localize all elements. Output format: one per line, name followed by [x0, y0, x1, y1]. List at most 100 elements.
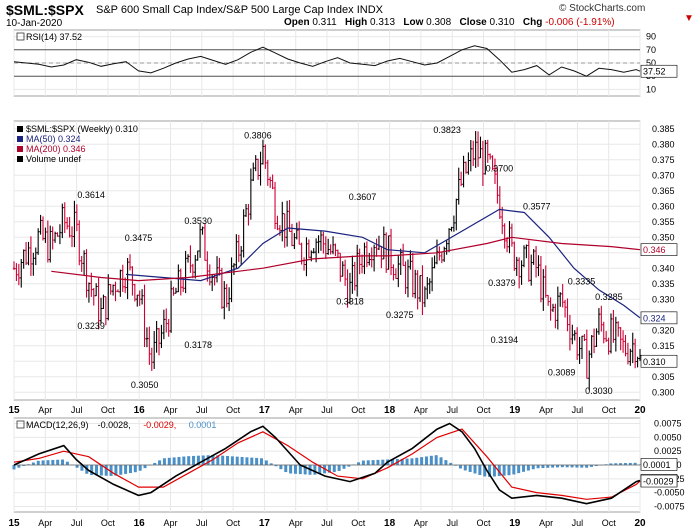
description-text: S&P 600 Small Cap Index/S&P 500 Large Ca… — [96, 4, 354, 16]
macd-histogram-bar — [196, 455, 200, 465]
macd-histogram-bar — [22, 465, 26, 466]
ma200-line — [51, 236, 641, 282]
price-tick-label: 0.300 — [652, 387, 675, 397]
macd-histogram-bar — [381, 459, 385, 465]
price-tick-label: 0.365 — [652, 186, 675, 196]
macd-x-tick-label: Apr — [289, 518, 303, 528]
price-tick-label: 0.335 — [652, 279, 675, 289]
macd-histogram-bar — [410, 458, 414, 465]
price-x-tick-label: 15 — [8, 405, 20, 416]
macd-histogram-bar — [226, 456, 230, 465]
macd-histogram-bar — [400, 458, 404, 465]
open-label: Open — [284, 17, 310, 28]
macd-histogram-bar — [245, 457, 249, 465]
macd-histogram-bar — [119, 465, 123, 475]
macd-histogram-bar — [546, 465, 550, 468]
macd-histogram-bar — [80, 465, 84, 471]
macd-histogram-bar — [522, 465, 526, 472]
macd-histogram-bar — [172, 457, 176, 465]
price-annotation: 0.3318 — [336, 297, 364, 307]
macd-histogram-bar — [332, 465, 336, 473]
macd-histogram-bar — [56, 459, 60, 465]
macd-histogram-bar — [318, 465, 322, 475]
macd-histogram-bar — [65, 461, 69, 465]
macd-x-tick-label: Oct — [602, 518, 617, 528]
price-value-tag: 0.324 — [643, 313, 666, 323]
macd-histogram-bar — [303, 465, 307, 475]
macd-histogram-bar — [366, 460, 370, 465]
price-annotation: 0.3806 — [244, 130, 272, 140]
price-tick-label: 0.375 — [652, 155, 675, 165]
price-tick-label: 0.360 — [652, 201, 675, 211]
price-legend-item: MA(200) 0.346 — [26, 144, 86, 154]
rsi-value-tag: 37.52 — [643, 67, 666, 77]
low-label: Low — [403, 17, 424, 28]
macd-histogram-bar — [594, 465, 598, 467]
macd-title-part: -0.0029, — [143, 420, 176, 430]
price-tick-label: 0.330 — [652, 294, 675, 304]
macd-x-tick-label: 17 — [259, 518, 271, 529]
price-annotation: 0.3030 — [585, 386, 613, 396]
rsi-line — [13, 45, 641, 77]
macd-histogram-bar — [361, 460, 365, 465]
low-value: 0.308 — [426, 17, 452, 28]
macd-histogram-bar — [376, 459, 380, 465]
macd-histogram-bar — [269, 463, 273, 465]
price-tick-label: 0.355 — [652, 217, 675, 227]
macd-histogram-bar — [633, 462, 637, 465]
price-annotation: 0.3577 — [523, 201, 551, 211]
price-annotation: 0.3089 — [548, 368, 576, 378]
price-x-tick-label: 16 — [134, 405, 146, 416]
price-annotation: 0.3700 — [486, 163, 514, 173]
price-x-tick-label: Oct — [351, 405, 366, 415]
price-x-tick-label: 20 — [634, 405, 646, 416]
price-x-tick-label: 17 — [259, 405, 271, 416]
rsi-tick-label: 90 — [646, 32, 656, 42]
high-value: 0.313 — [369, 17, 396, 28]
macd-toggle-icon[interactable] — [16, 420, 25, 429]
macd-histogram-bar — [405, 458, 409, 465]
chart-description: S&P 600 Small Cap Index/S&P 500 Large Ca… — [96, 4, 383, 16]
macd-histogram-bar — [623, 463, 627, 465]
macd-x-tick-label: Oct — [476, 518, 491, 528]
down-arrow-icon: ▼ — [684, 13, 694, 24]
chart-symbol: $SML:$SPX — [6, 2, 84, 18]
macd-tick-label: -0.0075 — [654, 501, 685, 511]
macd-histogram-bar — [94, 465, 98, 476]
legend-swatch — [17, 156, 23, 162]
macd-tick-label: 0.0025 — [654, 446, 682, 456]
macd-histogram-bar — [46, 460, 50, 465]
close-value: 0.310 — [489, 17, 515, 28]
macd-histogram-bar — [507, 465, 511, 476]
price-value-tag-box — [640, 354, 678, 368]
macd-histogram-bar — [75, 465, 79, 468]
macd-histogram-bar — [541, 465, 545, 469]
price-annotation: 0.3178 — [184, 340, 212, 350]
macd-title-part: MACD(12,26,9) — [26, 420, 89, 430]
price-annotation: 0.3275 — [386, 310, 414, 320]
chg-value: -0.006 (-1.91%) — [545, 17, 615, 28]
price-value-tag: 0.310 — [643, 357, 666, 367]
price-annotation: 0.3614 — [77, 190, 105, 200]
price-value-tag-box — [640, 311, 678, 325]
macd-histogram-bar — [512, 465, 516, 475]
macd-x-tick-label: 20 — [634, 518, 646, 529]
macd-histogram-bar — [488, 465, 492, 477]
rsi-toggle-icon[interactable] — [16, 32, 25, 41]
high-label: High — [344, 17, 368, 28]
price-annotation: 0.3335 — [568, 276, 596, 286]
macd-histogram-bar — [51, 459, 55, 465]
macd-value-tag: 0.0001 — [643, 460, 671, 470]
macd-histogram-bar — [337, 465, 341, 471]
macd-histogram-bar — [492, 465, 496, 477]
macd-histogram-bar — [167, 457, 171, 465]
macd-histogram-bar — [439, 457, 443, 465]
macd-histogram-bar — [250, 457, 254, 465]
macd-histogram-bar — [429, 455, 433, 465]
macd-histogram-bar — [424, 456, 428, 465]
rsi-tick-label: 10 — [646, 84, 656, 94]
macd-histogram-bar — [526, 465, 530, 471]
source-credit[interactable]: © StockCharts.com — [559, 3, 646, 14]
macd-histogram-bar — [536, 465, 540, 469]
